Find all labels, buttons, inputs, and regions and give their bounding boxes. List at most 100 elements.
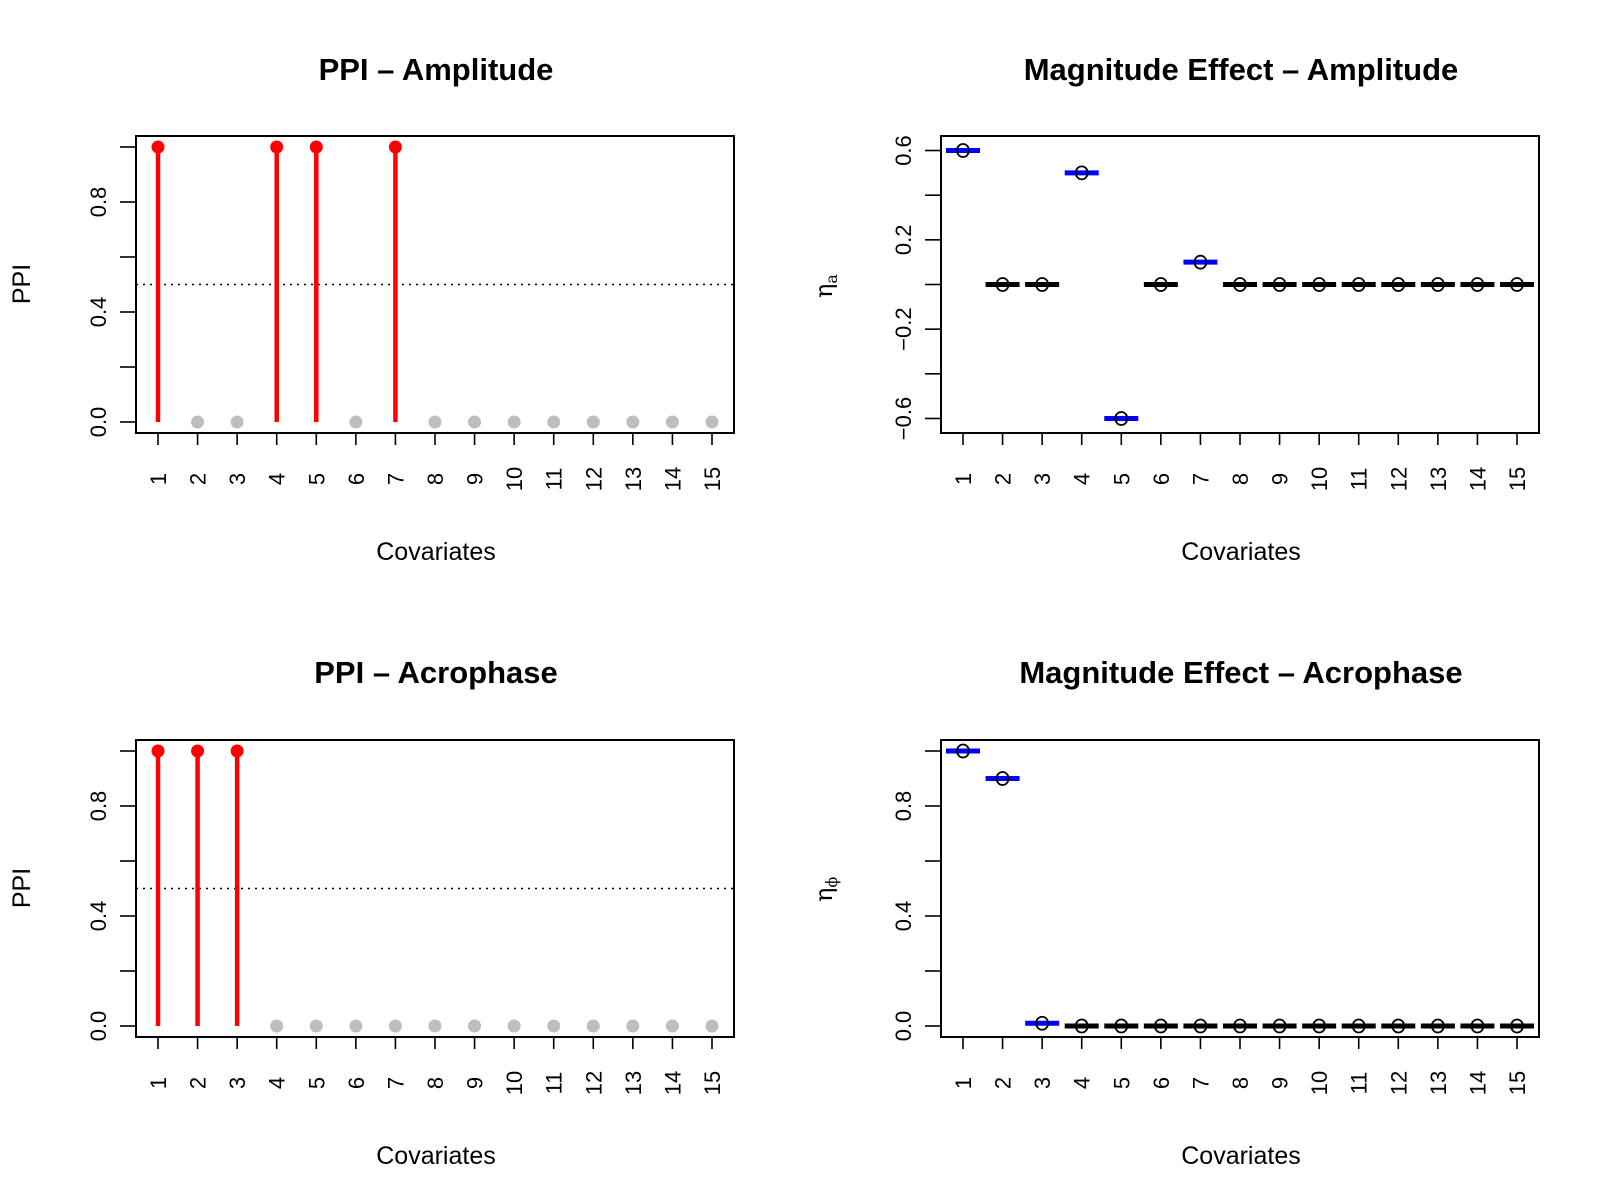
- x-tick-label: 11: [542, 1072, 567, 1095]
- y-tick-label: −0.6: [891, 397, 916, 440]
- x-tick-label: 3: [225, 1077, 250, 1089]
- estimate-point: [1233, 1018, 1247, 1034]
- estimate-point: [1114, 1018, 1129, 1034]
- x-axis-label: Covariates: [1181, 1142, 1301, 1170]
- ppi-point: [428, 1019, 442, 1033]
- x-tick-label: 10: [1307, 1071, 1332, 1095]
- x-tick-label: 9: [1268, 473, 1293, 485]
- x-tick-label: 4: [265, 1077, 290, 1089]
- ppi-point: [626, 415, 640, 429]
- x-axis-label: Covariates: [1181, 538, 1301, 566]
- x-tick-label: 5: [1109, 473, 1134, 485]
- x-tick-label: 13: [1426, 467, 1451, 491]
- y-axis-subscript: a: [822, 274, 841, 284]
- x-tick-label: 9: [463, 473, 488, 485]
- ppi-point: [191, 744, 205, 758]
- x-tick-label: 6: [344, 1077, 369, 1089]
- data-marks: [946, 743, 1534, 1034]
- x-tick-label: 4: [1070, 473, 1095, 485]
- x-tick-label: 8: [423, 473, 448, 485]
- x-tick-label: 7: [383, 473, 408, 485]
- x-tick-label: 2: [186, 1077, 211, 1089]
- estimate-point: [1272, 277, 1287, 292]
- y-tick-label: 0.8: [86, 187, 111, 218]
- x-tick-label: 5: [304, 1077, 329, 1089]
- x-tick-label: 8: [1228, 473, 1253, 485]
- y-axis: 0.0 0.4 0.8: [86, 146, 136, 438]
- x-tick-label: 7: [1188, 1077, 1213, 1089]
- ppi-point: [705, 415, 719, 429]
- x-axis: 1 2 3 4 5 6 7 8 9 10 11 12 13 14 15: [146, 1037, 725, 1095]
- ppi-point: [665, 1019, 679, 1033]
- panel-title: PPI – Acrophase: [314, 655, 558, 690]
- ppi-point: [705, 1019, 719, 1033]
- ppi-point: [586, 1019, 600, 1033]
- x-tick-label: 2: [991, 1077, 1016, 1089]
- estimate-point: [1193, 1018, 1208, 1034]
- panel-title: Magnitude Effect – Acrophase: [1019, 655, 1462, 690]
- ppi-point: [349, 1019, 363, 1033]
- ppi-point: [309, 1019, 323, 1033]
- y-tick-label: −0.2: [891, 307, 916, 350]
- ppi-point: [349, 415, 363, 429]
- ppi-point: [468, 415, 482, 429]
- ppi-point: [270, 140, 284, 154]
- ppi-point: [230, 744, 244, 758]
- y-tick-label: 0.6: [891, 135, 916, 166]
- x-tick-label: 8: [1228, 1077, 1253, 1089]
- x-tick-label: 14: [660, 1071, 685, 1095]
- x-axis: 1 2 3 4 5 6 7 8 9 10 11 12 13 14 15: [146, 433, 725, 491]
- estimate-point: [1074, 165, 1089, 181]
- x-tick-label: 7: [1188, 473, 1213, 485]
- x-tick-label: 3: [1030, 473, 1055, 485]
- x-tick-label: 8: [423, 1077, 448, 1089]
- estimate-point: [1153, 277, 1168, 292]
- estimate-point: [1391, 277, 1406, 292]
- y-tick-label: 0.0: [891, 1011, 916, 1042]
- x-tick-label: 6: [344, 473, 369, 485]
- ppi-point: [547, 1019, 561, 1033]
- ppi-point: [388, 140, 402, 154]
- x-tick-label: 11: [542, 468, 567, 491]
- y-axis-label: PPI: [8, 264, 36, 304]
- x-tick-label: 1: [146, 1077, 171, 1089]
- x-tick-label: 12: [1386, 1071, 1411, 1095]
- x-tick-label: 11: [1347, 1072, 1372, 1095]
- estimate-point: [1351, 1018, 1366, 1034]
- estimate-point: [995, 277, 1010, 292]
- x-tick-label: 4: [1070, 1077, 1095, 1089]
- x-tick-label: 3: [1030, 1077, 1055, 1089]
- x-tick-label: 5: [304, 473, 329, 485]
- estimate-point: [1470, 1018, 1485, 1034]
- x-tick-label: 2: [991, 473, 1016, 485]
- x-axis: 1 2 3 4 5 6 7 8 9 10 11 12 13 14 15: [951, 433, 1530, 491]
- y-tick-label: 0.0: [86, 407, 111, 438]
- estimate-point: [1074, 1018, 1089, 1034]
- x-tick-label: 15: [700, 467, 725, 491]
- ppi-point: [507, 415, 521, 429]
- y-tick-label: 0.4: [86, 901, 111, 932]
- y-axis-symbol: η: [810, 888, 838, 902]
- y-tick-label: 0.0: [86, 1011, 111, 1042]
- estimate-point: [1114, 411, 1129, 426]
- ppi-point: [309, 140, 323, 154]
- estimate-point: [1351, 277, 1366, 292]
- panel-ppi-acrophase: PPI – Acrophase 0.00.40.8 1 2 3 4 5 6 7 8 9 10 11 1…: [8, 655, 735, 1170]
- y-axis-label: ηϕ: [810, 877, 841, 902]
- x-tick-label: 7: [383, 1077, 408, 1089]
- x-axis-label: Covariates: [376, 1142, 496, 1170]
- y-axis-symbol: η: [810, 284, 838, 298]
- estimate-point: [1272, 1018, 1287, 1034]
- estimate-point: [995, 771, 1010, 786]
- x-tick-label: 9: [1268, 1077, 1293, 1089]
- y-axis: 0.0 0.4 0.8: [86, 750, 136, 1042]
- y-axis-label: ηa: [810, 274, 841, 298]
- x-tick-label: 14: [1465, 467, 1490, 491]
- panel-magnitude-acrophase: Magnitude Effect – Acrophase 0.0 0.4 0.8 1…: [810, 655, 1540, 1170]
- x-tick-label: 13: [1426, 1071, 1451, 1095]
- y-tick-label: 0.2: [891, 225, 916, 256]
- estimate-point: [1510, 1018, 1524, 1034]
- estimate-point: [1035, 277, 1050, 292]
- y-tick-label: 0.4: [86, 297, 111, 328]
- y-axis: 0.0 0.4 0.8: [891, 750, 941, 1042]
